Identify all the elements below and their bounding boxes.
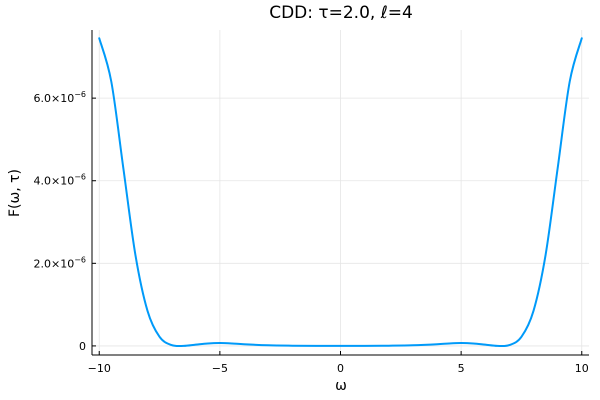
y-tick-label: 6.0×10−6 (33, 90, 86, 105)
grid (92, 30, 589, 355)
y-tick-label: 0 (79, 340, 86, 353)
x-tick-label: 5 (458, 362, 465, 375)
chart-title: CDD: τ=2.0, ℓ=4 (269, 3, 413, 23)
y-tick-label: 4.0×10−6 (33, 173, 86, 188)
x-ticks: −10 −5 0 5 10 (88, 351, 589, 375)
y-ticks: 0 2.0×10−6 4.0×10−6 6.0×10−6 (33, 90, 96, 353)
x-tick-label: −10 (88, 362, 111, 375)
series-layer (98, 37, 583, 348)
x-tick-label: 0 (337, 362, 344, 375)
x-axis-label: ω (335, 378, 347, 394)
y-tick-label: 2.0×10−6 (33, 255, 86, 270)
x-tick-label: −5 (212, 362, 228, 375)
x-tick-label: 10 (575, 362, 589, 375)
y-axis-label: F(ω, τ) (7, 169, 23, 217)
series-line (98, 37, 583, 348)
